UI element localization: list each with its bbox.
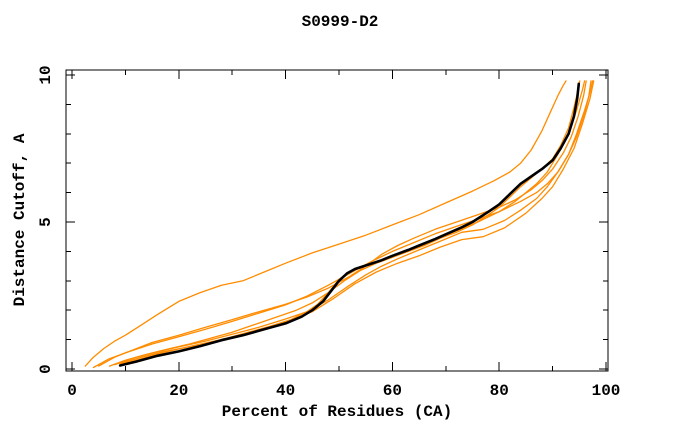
y-tick-label: 0 [37,364,55,374]
series-orange-outlier [84,80,567,367]
series-orange-5 [114,80,594,366]
x-tick-label: 60 [383,382,402,400]
series-orange-3 [92,80,592,369]
series-orange-7 [119,80,581,366]
x-tick-label: 0 [67,382,77,400]
plot-frame [65,69,609,372]
series-orange-6 [119,80,595,365]
chart-title: S0999-D2 [302,13,379,31]
y-tick-label: 5 [37,217,55,227]
tick-marks [66,70,608,371]
series-lines [84,80,595,369]
x-tick-label: 80 [490,382,509,400]
y-axis-label: Distance Cutoff, A [11,133,29,306]
tick-labels: 0 20 40 60 80 100 0 5 10 [37,65,620,400]
x-tick-label: 100 [592,382,621,400]
series-orange-2 [98,80,587,367]
x-axis-label: Percent of Residues (CA) [222,403,452,421]
y-tick-label: 10 [37,65,55,84]
series-orange-4 [108,80,586,367]
x-tick-label: 40 [276,382,295,400]
x-tick-label: 20 [169,382,188,400]
series-black-model [118,82,581,367]
